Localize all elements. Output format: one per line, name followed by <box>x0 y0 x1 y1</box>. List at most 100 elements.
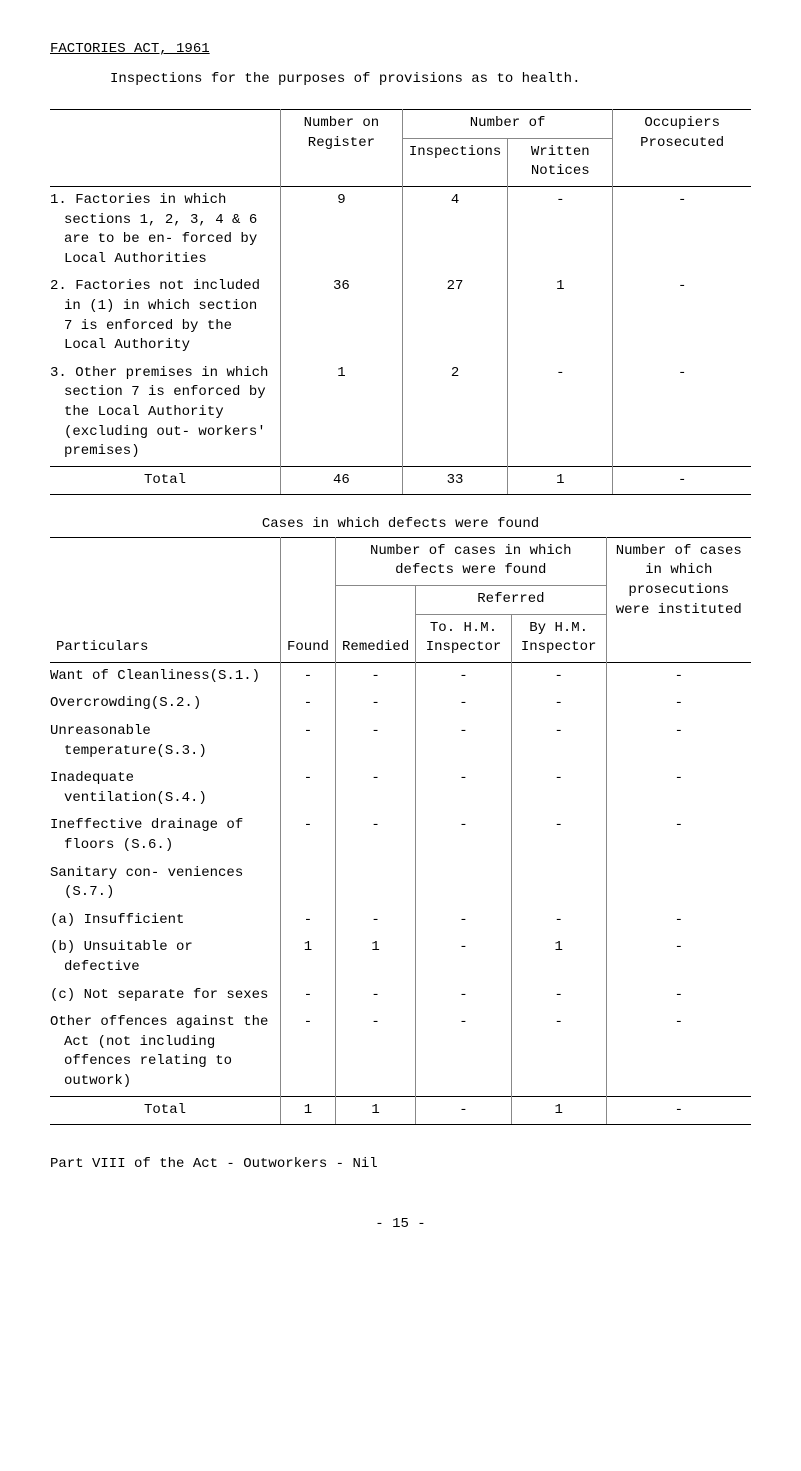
cell: - <box>336 1009 416 1096</box>
page-number: - 15 - <box>50 1215 751 1235</box>
cell: - <box>606 934 751 981</box>
cell: - <box>508 186 613 273</box>
page-subtitle: Inspections for the purposes of provisio… <box>110 70 751 90</box>
cell: - <box>606 982 751 1010</box>
cell: 36 <box>281 273 403 359</box>
cell: - <box>511 662 606 690</box>
col-header: Particulars <box>50 537 281 662</box>
cell: - <box>416 907 512 935</box>
cell: - <box>606 812 751 859</box>
row-desc: Want of Cleanliness(S.1.) <box>50 662 281 690</box>
col-header: To. H.M. Inspector <box>416 614 512 662</box>
cell: 1 <box>281 934 336 981</box>
cell: - <box>416 690 512 718</box>
cell: - <box>281 1009 336 1096</box>
cell: - <box>416 934 512 981</box>
table-row: (a) Insufficient - - - - - <box>50 907 751 935</box>
table-caption: Cases in which defects were found <box>50 515 751 535</box>
cell: - <box>336 907 416 935</box>
col-header: Inspections <box>402 138 507 186</box>
cell: 1 <box>511 1096 606 1125</box>
cell: - <box>613 186 751 273</box>
row-desc: Ineffective drainage of floors (S.6.) <box>50 812 281 859</box>
cell <box>281 860 336 907</box>
cell: 1 <box>511 934 606 981</box>
cell: - <box>606 1009 751 1096</box>
cell: - <box>336 718 416 765</box>
cell: 33 <box>402 466 507 495</box>
cell: - <box>606 1096 751 1125</box>
cell: - <box>281 812 336 859</box>
cell: - <box>281 982 336 1010</box>
col-header: Found <box>281 537 336 662</box>
cell: - <box>606 907 751 935</box>
cell: - <box>416 765 512 812</box>
table-row: Inadequate ventilation(S.4.) - - - - - <box>50 765 751 812</box>
cell: - <box>281 690 336 718</box>
cell: - <box>613 273 751 359</box>
cell: - <box>511 907 606 935</box>
col-header: Number of cases in which defects were fo… <box>336 537 607 585</box>
cell: - <box>511 1009 606 1096</box>
table-total-row: Total 46 33 1 - <box>50 466 751 495</box>
cell <box>416 860 512 907</box>
table-total-row: Total 1 1 - 1 - <box>50 1096 751 1125</box>
table-row: Other offences against the Act (not incl… <box>50 1009 751 1096</box>
page-title: FACTORIES ACT, 1961 <box>50 40 751 60</box>
cell <box>606 860 751 907</box>
row-desc: Unreasonable temperature(S.3.) <box>50 718 281 765</box>
cell: - <box>613 466 751 495</box>
cell: - <box>281 718 336 765</box>
table-row: Ineffective drainage of floors (S.6.) - … <box>50 812 751 859</box>
row-num: 3. <box>50 365 67 381</box>
cell: - <box>606 662 751 690</box>
cell: - <box>416 982 512 1010</box>
defects-table: Particulars Found Number of cases in whi… <box>50 537 751 1125</box>
cell: - <box>281 765 336 812</box>
cell: - <box>511 718 606 765</box>
cell: - <box>606 718 751 765</box>
cell: 1 <box>281 360 403 466</box>
col-header: Remedied <box>336 586 416 663</box>
col-header: Number of cases in which prosecutions we… <box>606 537 751 662</box>
cell: - <box>336 812 416 859</box>
table-row: Overcrowding(S.2.) - - - - - <box>50 690 751 718</box>
cell <box>511 860 606 907</box>
cell: - <box>508 360 613 466</box>
cell: 27 <box>402 273 507 359</box>
cell: - <box>336 982 416 1010</box>
table-row: 3. Other premises in which section 7 is … <box>50 360 751 466</box>
table-row: 2. Factories not included in (1) in whic… <box>50 273 751 359</box>
row-desc: (c) Not separate for sexes <box>50 982 281 1010</box>
cell: - <box>511 982 606 1010</box>
cell: - <box>511 765 606 812</box>
cell: - <box>511 812 606 859</box>
table-row: 1. Factories in which sections 1, 2, 3, … <box>50 186 751 273</box>
col-header: Number of <box>402 110 613 139</box>
cell: - <box>416 1009 512 1096</box>
cell: 46 <box>281 466 403 495</box>
cell: - <box>606 765 751 812</box>
inspections-table: Number on Register Number of Occupiers P… <box>50 109 751 495</box>
table-row: Unreasonable temperature(S.3.) - - - - - <box>50 718 751 765</box>
col-header: Referred <box>416 586 606 615</box>
cell: - <box>606 690 751 718</box>
cell: 4 <box>402 186 507 273</box>
cell: 1 <box>508 466 613 495</box>
footer-text: Part VIII of the Act - Outworkers - Nil <box>50 1155 751 1175</box>
table-row: Want of Cleanliness(S.1.) - - - - - <box>50 662 751 690</box>
cell: 2 <box>402 360 507 466</box>
cell: 1 <box>281 1096 336 1125</box>
table-row: (c) Not separate for sexes - - - - - <box>50 982 751 1010</box>
row-desc: Inadequate ventilation(S.4.) <box>50 765 281 812</box>
row-desc: Overcrowding(S.2.) <box>50 690 281 718</box>
row-desc: Factories not included in (1) in which s… <box>64 278 260 353</box>
cell: 1 <box>336 934 416 981</box>
cell: 1 <box>508 273 613 359</box>
row-num: 2. <box>50 278 67 294</box>
cell: 1 <box>336 1096 416 1125</box>
row-desc: Sanitary con- veniences (S.7.) <box>50 860 281 907</box>
table-row: Sanitary con- veniences (S.7.) <box>50 860 751 907</box>
cell: - <box>336 690 416 718</box>
cell: - <box>281 907 336 935</box>
